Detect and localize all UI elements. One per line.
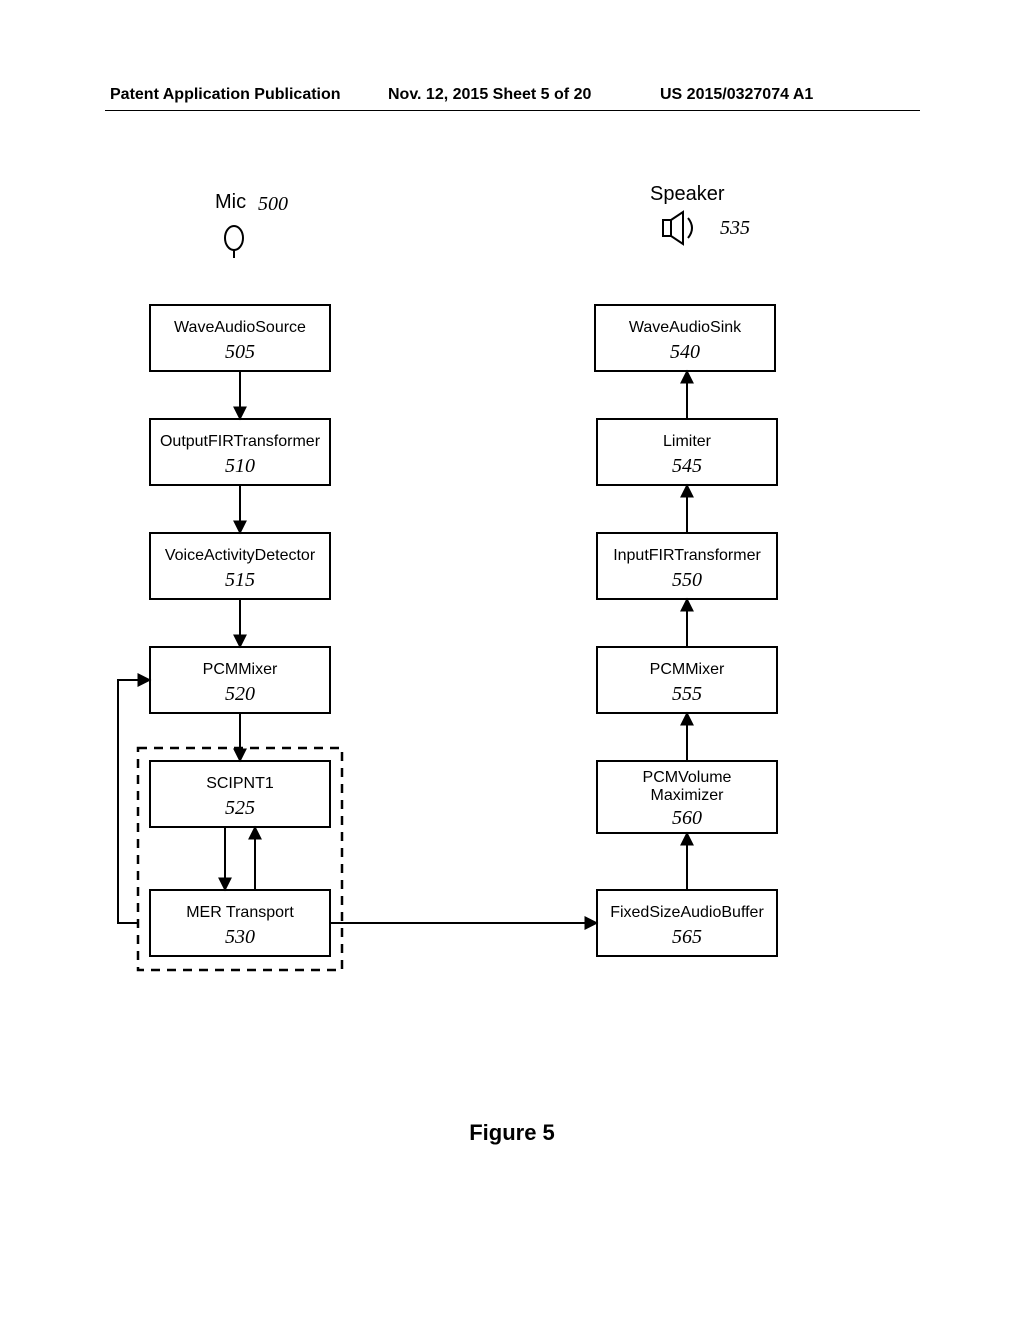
- waveaudiosource-label: WaveAudioSource: [174, 319, 306, 336]
- node-waveaudiosource: WaveAudioSource 505: [150, 305, 330, 371]
- node-pcmmixer-right: PCMMixer 555: [597, 647, 777, 713]
- limiter-ref: 545: [672, 455, 702, 477]
- mer-transport-label: MER Transport: [186, 904, 294, 921]
- node-mer-transport: MER Transport 530: [150, 890, 330, 956]
- fixedsizeaudiobuffer-ref: 565: [672, 926, 702, 948]
- speaker-ref: 535: [720, 217, 750, 239]
- waveaudiosink-label: WaveAudioSink: [629, 319, 742, 336]
- voiceactivitydetector-label: VoiceActivityDetector: [165, 547, 316, 564]
- node-fixedsizeaudiobuffer: FixedSizeAudioBuffer 565: [597, 890, 777, 956]
- mer-transport-ref: 530: [225, 926, 255, 948]
- node-voiceactivitydetector: VoiceActivityDetector 515: [150, 533, 330, 599]
- mic-label: Mic: [215, 191, 246, 213]
- edge-mer-feedback-to-pmixl: [118, 680, 150, 923]
- node-pcmvolume-maximizer: PCMVolume Maximizer 560: [597, 761, 777, 833]
- mic-ref: 500: [258, 193, 288, 215]
- pcmmixer-right-label: PCMMixer: [650, 661, 725, 678]
- pcmvolume-ref: 560: [672, 807, 702, 829]
- inputfirtransformer-label: InputFIRTransformer: [613, 547, 761, 564]
- header-mid: Nov. 12, 2015 Sheet 5 of 20: [388, 86, 591, 104]
- node-outputfirtransformer: OutputFIRTransformer 510: [150, 419, 330, 485]
- pcmmixer-right-ref: 555: [672, 683, 702, 705]
- figure-caption: Figure 5: [0, 1120, 1024, 1146]
- node-inputfirtransformer: InputFIRTransformer 550: [597, 533, 777, 599]
- pcmvolume-label2: Maximizer: [651, 787, 725, 804]
- node-limiter: Limiter 545: [597, 419, 777, 485]
- node-waveaudiosink: WaveAudioSink 540: [595, 305, 775, 371]
- inputfirtransformer-ref: 550: [672, 569, 702, 591]
- pcmmixer-left-ref: 520: [225, 683, 255, 705]
- header-left: Patent Application Publication: [110, 86, 341, 104]
- scipnt1-label: SCIPNT1: [206, 775, 274, 792]
- waveaudiosource-ref: 505: [225, 341, 255, 363]
- flowchart-diagram: Mic 500 Speaker 535 WaveAudioSource 505 …: [0, 130, 1024, 1090]
- patent-figure-page: Patent Application Publication Nov. 12, …: [0, 0, 1024, 1320]
- header-rule: [105, 110, 920, 111]
- mic-icon: [225, 226, 243, 258]
- scipnt1-ref: 525: [225, 797, 255, 819]
- voiceactivitydetector-ref: 515: [225, 569, 255, 591]
- speaker-label: Speaker: [650, 183, 725, 205]
- outputfirtransformer-ref: 510: [225, 455, 255, 477]
- header-right: US 2015/0327074 A1: [660, 86, 813, 104]
- limiter-label: Limiter: [663, 433, 712, 450]
- node-scipnt1: SCIPNT1 525: [150, 761, 330, 827]
- outputfirtransformer-label: OutputFIRTransformer: [160, 433, 321, 450]
- speaker-icon: [663, 212, 692, 244]
- pcmvolume-label1: PCMVolume: [643, 769, 732, 786]
- waveaudiosink-ref: 540: [670, 341, 700, 363]
- node-pcmmixer-left: PCMMixer 520: [150, 647, 330, 713]
- pcmmixer-left-label: PCMMixer: [203, 661, 278, 678]
- fixedsizeaudiobuffer-label: FixedSizeAudioBuffer: [610, 904, 764, 921]
